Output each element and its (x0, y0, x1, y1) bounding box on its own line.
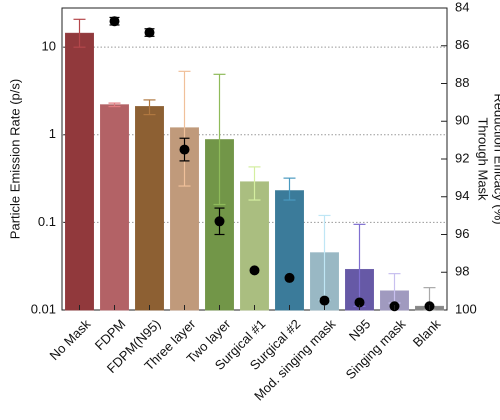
dot (249, 265, 260, 276)
y-tick-label: 0.01 (31, 301, 56, 316)
x-tick-label: N95 (346, 316, 373, 343)
y2-tick-label: 92 (455, 150, 469, 165)
y2-tick-label: 98 (455, 264, 469, 279)
x-tick-label: No Mask (47, 316, 94, 363)
y-tick-label: 10 (42, 39, 56, 54)
dot (354, 297, 365, 308)
bar (135, 106, 164, 311)
y2-tick-label: 94 (455, 188, 469, 203)
dot (214, 216, 225, 227)
y2-tick-label: 96 (455, 226, 469, 241)
bar (240, 181, 269, 311)
y2-tick-label: 100 (455, 301, 477, 316)
y2-tick-label: 86 (455, 37, 469, 52)
bar (65, 32, 94, 311)
dot (144, 27, 155, 38)
y2-axis-label: Reduction Efficacy (%) (492, 93, 500, 224)
y-tick-label: 0.1 (38, 214, 56, 229)
dot (319, 295, 330, 306)
x-tick-label: Blank (410, 316, 444, 350)
y-axis-label: Particle Emission Rate (p/s) (7, 79, 22, 239)
y-tick-label: 1 (49, 126, 56, 141)
y2-axis-label: Through Mask (476, 117, 491, 201)
dot (284, 272, 295, 283)
y2-tick-label: 88 (455, 75, 469, 90)
y2-tick-label: 84 (455, 0, 469, 14)
bar (100, 104, 129, 311)
dot (109, 16, 120, 27)
y2-tick-label: 90 (455, 113, 469, 128)
bar (275, 190, 304, 311)
dot (179, 144, 190, 155)
